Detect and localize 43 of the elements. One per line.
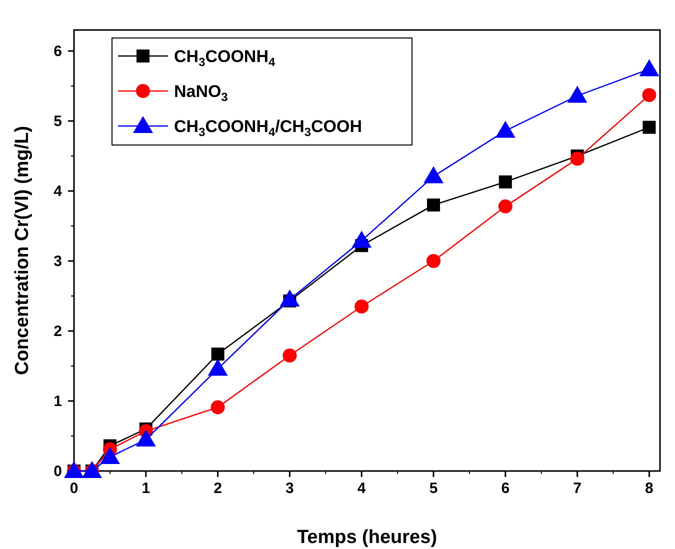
- y-tick-label: 6: [54, 43, 62, 60]
- y-tick-label: 0: [54, 463, 62, 480]
- point: [642, 88, 656, 102]
- point: [352, 230, 372, 248]
- legend-label: CH$_{3}$COONH$_{4}$/CH$_{3}$COOH: [174, 117, 362, 139]
- x-tick-label: 1: [142, 480, 150, 497]
- point: [567, 86, 588, 103]
- point: [211, 348, 224, 361]
- point: [498, 199, 512, 214]
- point: [427, 198, 440, 212]
- y-tick-label: 3: [54, 253, 62, 270]
- point: [354, 300, 369, 314]
- point: [424, 166, 444, 184]
- point: [495, 120, 516, 138]
- point: [210, 400, 225, 414]
- legend-label: CH$_{3}$COONH$_{4}$: [174, 47, 276, 69]
- point: [136, 430, 156, 446]
- x-tick-label: 2: [214, 480, 222, 497]
- legend-label: NaNO$_{3}$: [174, 82, 228, 104]
- y-tick-label: 4: [54, 183, 63, 200]
- x-tick-label: 0: [70, 480, 78, 497]
- x-tick-label: 7: [573, 480, 582, 497]
- point: [642, 120, 656, 134]
- x-tick-label: 5: [429, 480, 438, 497]
- point: [208, 358, 228, 376]
- y-axis-title: Concentration Cr(VI) (mg/L): [12, 126, 33, 376]
- point: [639, 59, 660, 76]
- point: [282, 348, 297, 362]
- x-tick-label: 3: [286, 480, 294, 497]
- x-tick-label: 4: [357, 480, 366, 497]
- y-tick-label: 5: [54, 113, 62, 130]
- x-tick-label: 6: [501, 480, 510, 497]
- y-tick-label: 2: [54, 323, 62, 340]
- x-axis-title: Temps (heures): [296, 527, 438, 548]
- point: [82, 461, 102, 478]
- point: [498, 175, 512, 188]
- point: [280, 290, 300, 306]
- point: [100, 447, 120, 464]
- y-tick-label: 1: [54, 393, 62, 410]
- point: [64, 461, 84, 478]
- point: [570, 152, 584, 166]
- x-tick-label: 8: [645, 480, 654, 497]
- point: [426, 254, 441, 268]
